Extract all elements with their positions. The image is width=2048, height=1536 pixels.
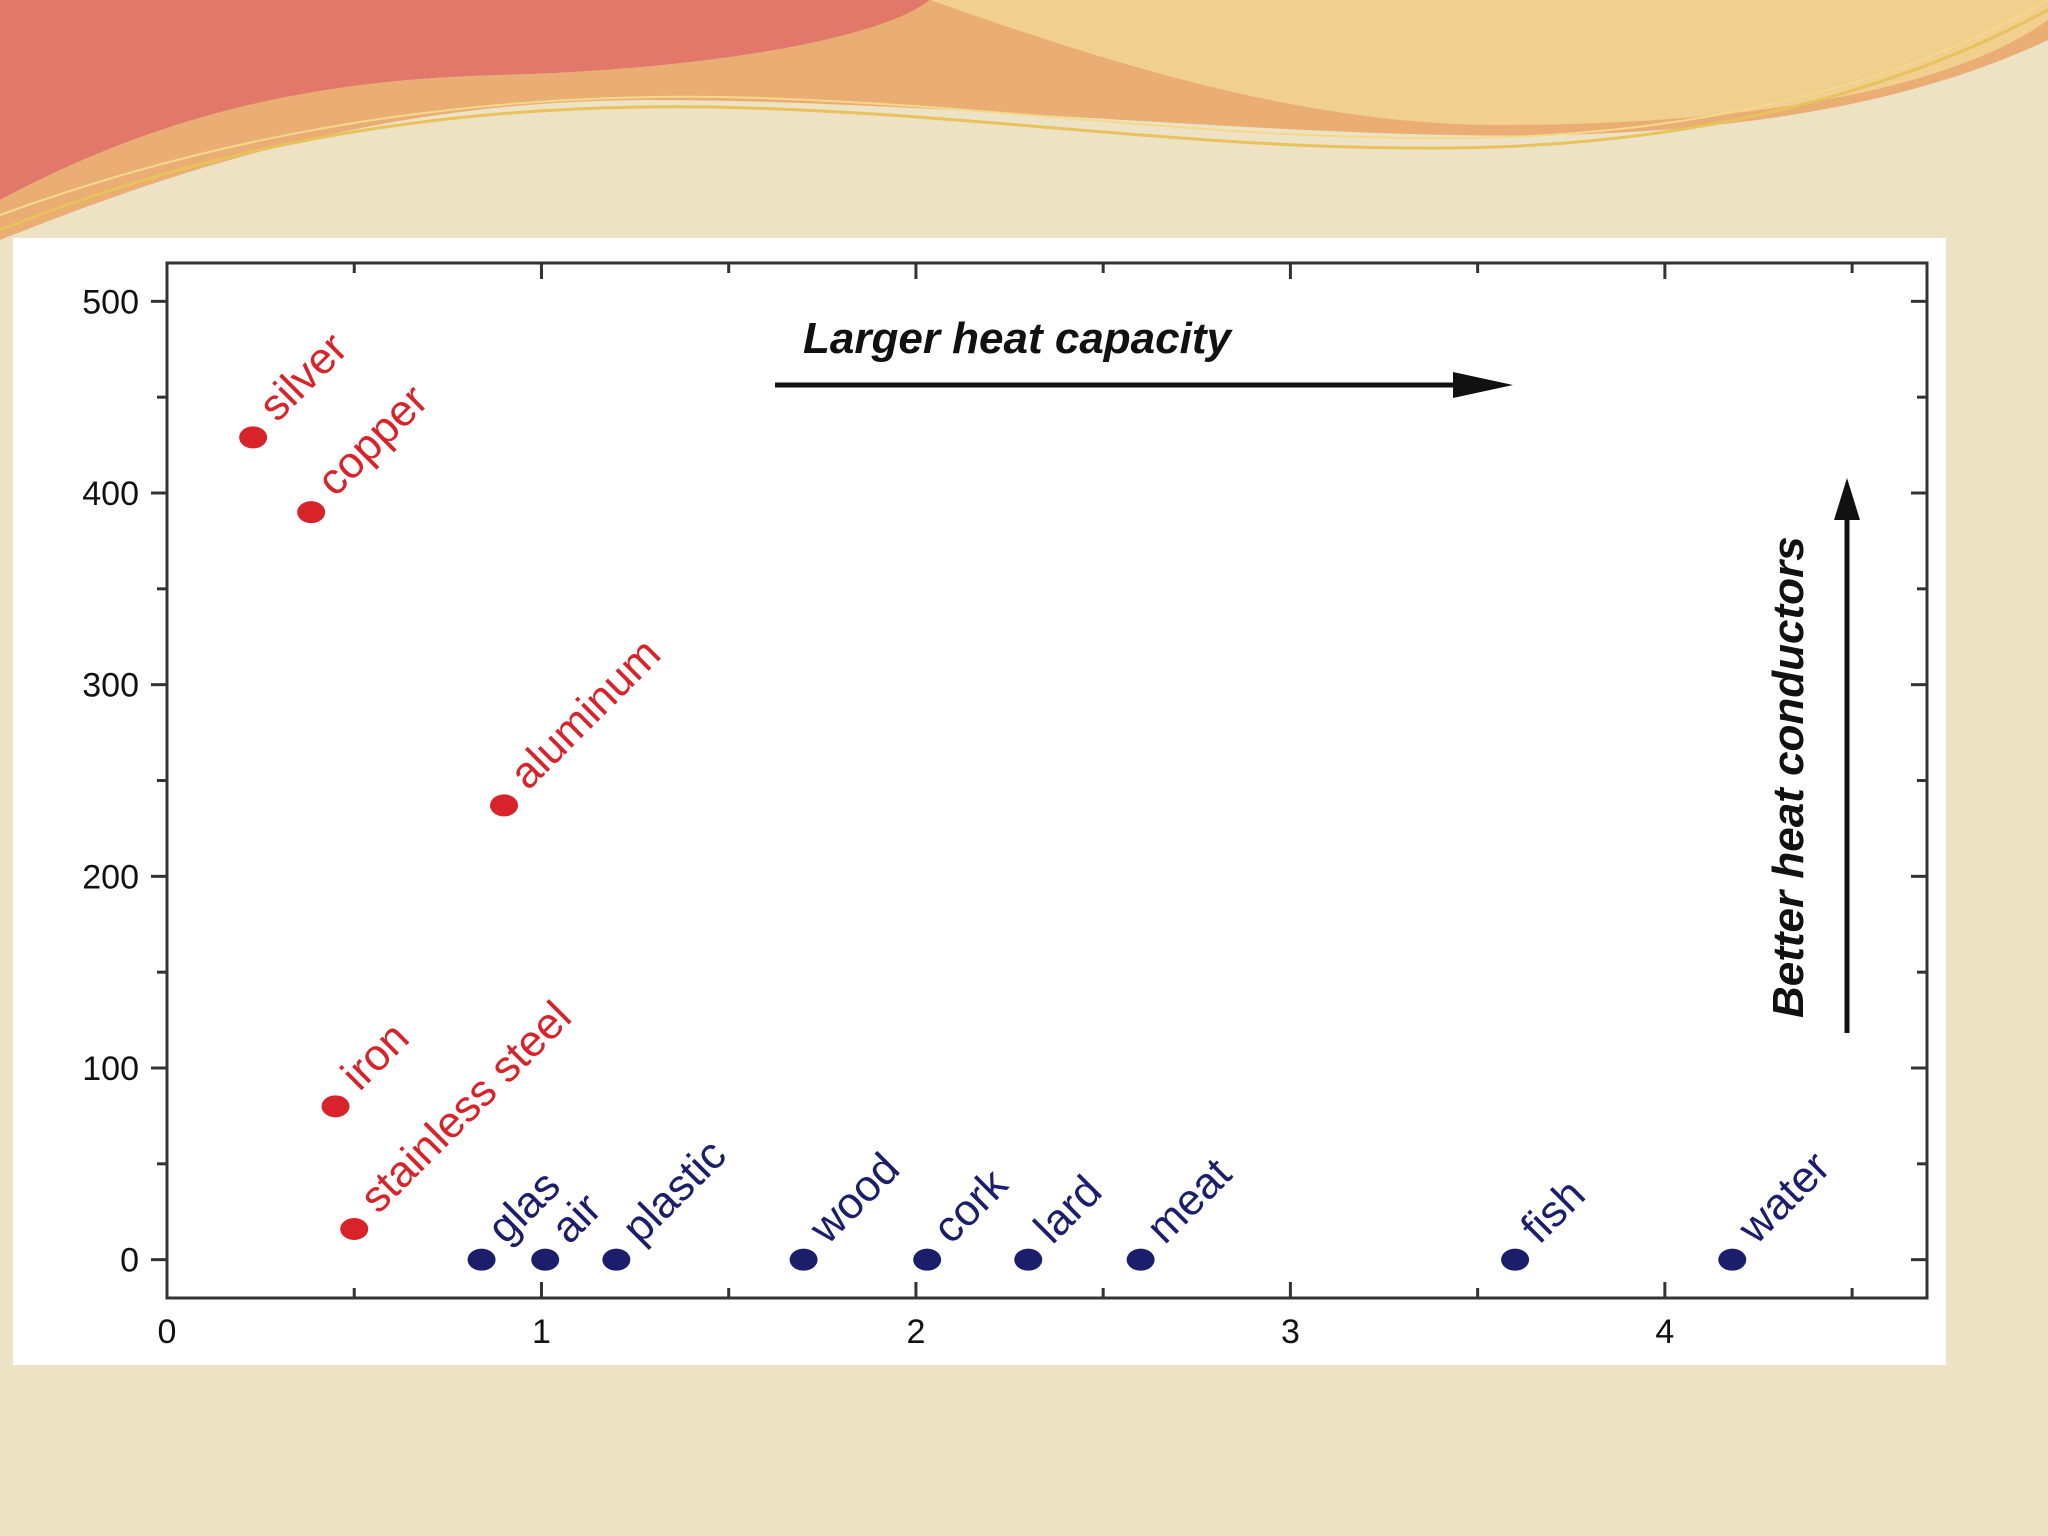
heat-capacity-arrowhead [1453, 372, 1513, 398]
heat-capacity-label: Larger heat capacity [803, 314, 1233, 363]
y-tick-label: 100 [82, 1050, 139, 1088]
data-point [297, 501, 326, 524]
data-point [239, 426, 268, 449]
data-point [531, 1248, 560, 1271]
y-tick-label: 500 [82, 283, 139, 321]
x-tick-labels: 0 1 2 3 4 [158, 1313, 1675, 1351]
data-point [789, 1248, 818, 1271]
data-point [1501, 1248, 1530, 1271]
data-point [340, 1218, 369, 1240]
data-point [1014, 1248, 1043, 1271]
heat-conductor-arrowhead [1834, 478, 1860, 520]
x-tick-label: 0 [158, 1313, 177, 1351]
y-tick-labels: 0 100 200 300 400 500 [82, 283, 139, 1279]
data-point [602, 1248, 631, 1271]
data-points [239, 426, 1747, 1271]
x-tick-label: 4 [1655, 1313, 1674, 1351]
data-point [1126, 1248, 1155, 1271]
y-tick-label: 400 [82, 475, 139, 513]
y-tick-label: 200 [82, 858, 139, 896]
y-tick-label: 0 [120, 1242, 139, 1280]
x-tick-label: 1 [532, 1313, 551, 1351]
y-tick-label: 300 [82, 667, 139, 705]
heat-conductor-label: Better heat conductors [1764, 536, 1813, 1018]
wave-band-gold [930, 0, 2048, 125]
heat-capacity-arrow: Larger heat capacity [775, 314, 1513, 398]
x-tick-label: 3 [1281, 1313, 1300, 1351]
axis-ticks [151, 263, 1927, 1298]
slide-header-wave [0, 0, 2048, 240]
wave-line-2 [0, 0, 2048, 216]
data-point [913, 1248, 942, 1271]
x-tick-label: 2 [906, 1313, 925, 1351]
wave-line [0, 8, 2048, 232]
plot-frame [165, 261, 1929, 1300]
data-point [467, 1248, 496, 1271]
data-point [1718, 1248, 1747, 1271]
data-point [490, 794, 519, 817]
wave-band-coral [0, 0, 930, 200]
heat-conductor-arrow: Better heat conductors [1764, 478, 1860, 1033]
data-point [321, 1095, 350, 1118]
